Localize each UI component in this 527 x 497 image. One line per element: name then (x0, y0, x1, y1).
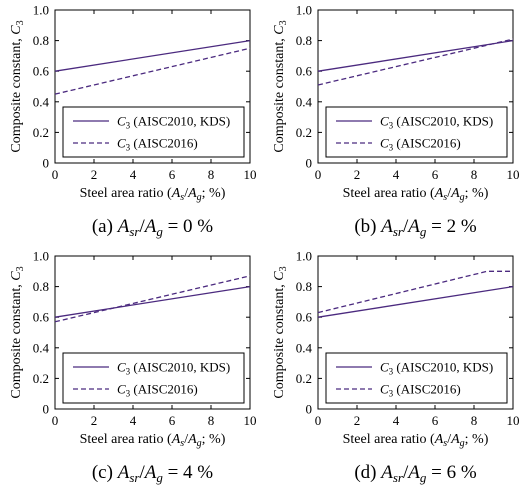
series-line-aisc2016 (317, 38, 514, 86)
y-tick-label: 0.2 (33, 371, 49, 386)
x-axis-label: Steel area ratio (As/Ag; %) (343, 432, 489, 449)
y-tick-label: 0 (43, 402, 50, 417)
legend-label-aisc2010-kds: C3 (AISC2010, KDS) (117, 360, 230, 377)
legend-box (62, 352, 245, 404)
legend-label-aisc2016: C3 (AISC2016) (117, 136, 198, 153)
y-tick-label: 0 (306, 402, 313, 417)
x-axis-label: Steel area ratio (As/Ag; %) (343, 186, 489, 203)
y-tick-label: 0.6 (33, 64, 50, 79)
plot-frame (54, 9, 251, 164)
y-tick-label: 0.6 (33, 310, 50, 325)
y-tick-label: 0.6 (296, 64, 313, 79)
series-line-aisc2010-kds (317, 285, 514, 318)
plot-frame (54, 255, 251, 410)
y-tick-label: 0.4 (296, 340, 313, 355)
legend-label-aisc2010-kds: C3 (AISC2010, KDS) (380, 114, 493, 131)
y-tick-label: 0 (306, 156, 313, 171)
chart-panel-3: 0 2 4 6 8 10 0 0.2 0.4 0.6 0.8 1.0 C3 (AISC2010, KDS… (9, 249, 257, 486)
x-tick-label: 0 (52, 413, 59, 428)
x-tick-label: 8 (208, 413, 215, 428)
legend-label-aisc2010-kds: C3 (AISC2010, KDS) (380, 360, 493, 377)
x-tick-label: 8 (471, 413, 478, 428)
y-tick-label: 0.4 (296, 94, 313, 109)
y-tick-label: 0.2 (33, 125, 49, 140)
x-tick-label: 10 (507, 167, 520, 182)
x-tick-label: 0 (315, 413, 322, 428)
panel-caption: (d) Asr/Ag = 6 % (354, 462, 476, 485)
legend-box (325, 352, 508, 404)
legend-label-aisc2016: C3 (AISC2016) (380, 136, 461, 153)
x-tick-label: 6 (169, 413, 176, 428)
plot-frame (317, 9, 514, 164)
series-line-aisc2010-kds (54, 39, 251, 72)
panel-caption: (c) Asr/Ag = 4 % (92, 462, 213, 485)
chart-panel-2: 0 2 4 6 8 10 0 0.2 0.4 0.6 0.8 1.0 C3 (AISC2010, KDS… (272, 3, 520, 240)
legend-label-aisc2016: C3 (AISC2016) (117, 382, 198, 399)
y-tick-label: 0.2 (296, 125, 312, 140)
x-tick-label: 6 (169, 167, 176, 182)
x-tick-label: 6 (432, 413, 439, 428)
x-tick-label: 2 (354, 413, 361, 428)
y-tick-label: 0 (43, 156, 50, 171)
y-tick-label: 1.0 (33, 3, 49, 18)
y-tick-label: 0.6 (296, 310, 313, 325)
panel-caption: (a) Asr/Ag = 0 % (92, 216, 213, 239)
x-axis-label: Steel area ratio (As/Ag; %) (80, 432, 226, 449)
series-line-aisc2016 (54, 275, 251, 323)
x-tick-label: 10 (244, 413, 257, 428)
x-tick-label: 8 (208, 167, 215, 182)
legend-box (325, 106, 508, 158)
x-tick-label: 10 (244, 167, 257, 182)
y-tick-label: 0.8 (33, 279, 49, 294)
x-tick-label: 2 (91, 413, 98, 428)
y-tick-label: 1.0 (296, 3, 312, 18)
series-line-aisc2010-kds (54, 285, 251, 318)
x-axis-label: Steel area ratio (As/Ag; %) (80, 186, 226, 203)
y-tick-label: 0.4 (33, 340, 50, 355)
x-tick-label: 4 (393, 167, 400, 182)
series-line-aisc2016 (317, 270, 513, 314)
x-tick-label: 0 (315, 167, 322, 182)
legend-label-aisc2010-kds: C3 (AISC2010, KDS) (117, 114, 230, 131)
y-axis-label: Composite constant, C3 (9, 266, 26, 398)
x-tick-label: 6 (432, 167, 439, 182)
y-tick-label: 0.8 (296, 279, 312, 294)
x-tick-label: 4 (130, 413, 137, 428)
chart-panel-4: 0 2 4 6 8 10 0 0.2 0.4 0.6 0.8 1.0 C3 (AISC2010, KDS… (272, 249, 520, 486)
chart-panel-1: 0 2 4 6 8 10 0 0.2 0.4 0.6 0.8 1.0 C3 (AISC2010, KDS… (9, 3, 257, 240)
x-tick-label: 2 (91, 167, 98, 182)
x-tick-label: 4 (130, 167, 137, 182)
legend-label-aisc2016: C3 (AISC2016) (380, 382, 461, 399)
y-tick-label: 0.8 (33, 33, 49, 48)
x-tick-label: 0 (52, 167, 59, 182)
y-tick-label: 0.8 (296, 33, 312, 48)
series-line-aisc2016 (54, 47, 251, 95)
y-tick-label: 1.0 (296, 249, 312, 264)
legend-box (62, 106, 245, 158)
series-line-aisc2010-kds (317, 39, 514, 72)
x-tick-label: 4 (393, 413, 400, 428)
y-tick-label: 0.4 (33, 94, 50, 109)
panel-caption: (b) Asr/Ag = 2 % (354, 216, 476, 239)
y-tick-label: 1.0 (33, 249, 49, 264)
plot-frame (317, 255, 514, 410)
x-tick-label: 2 (354, 167, 361, 182)
y-tick-label: 0.2 (296, 371, 312, 386)
x-tick-label: 8 (471, 167, 478, 182)
y-axis-label: Composite constant, C3 (272, 20, 289, 152)
y-axis-label: Composite constant, C3 (272, 266, 289, 398)
x-tick-label: 10 (507, 413, 520, 428)
y-axis-label: Composite constant, C3 (9, 20, 26, 152)
